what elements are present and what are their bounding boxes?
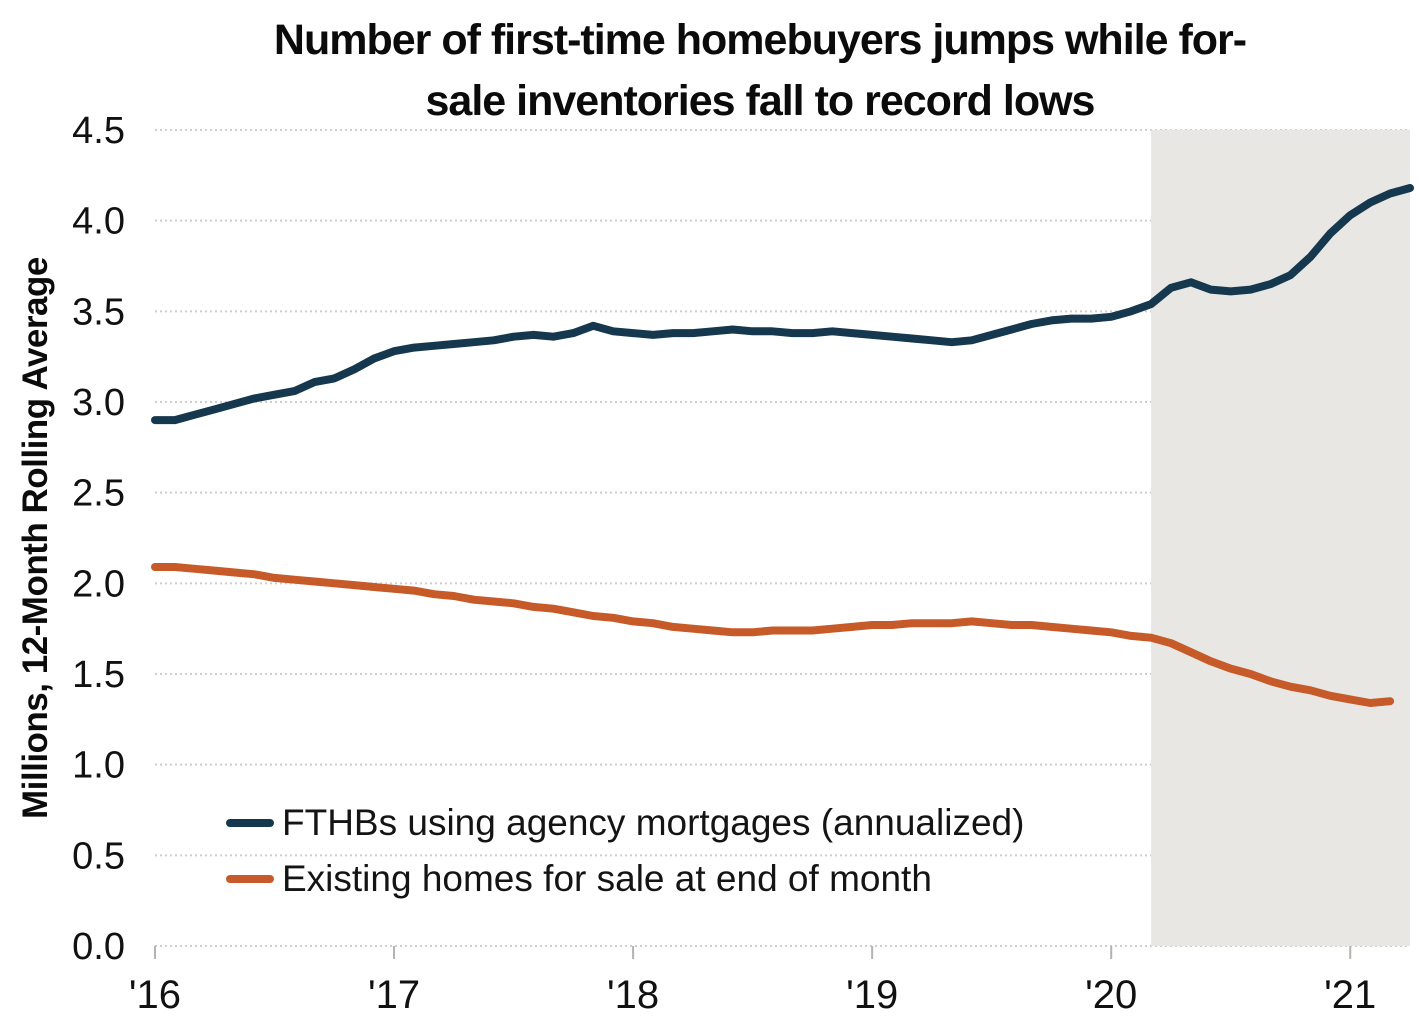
legend-swatch-existing-homes-line (226, 875, 274, 883)
x-tick-label: '17 (368, 973, 420, 1017)
y-tick-label: 1.5 (72, 654, 125, 696)
x-tick-label: '18 (607, 973, 659, 1017)
x-tick-label: '20 (1085, 973, 1137, 1017)
legend-swatch-fthb-line (226, 819, 274, 827)
series-line-0 (151, 184, 1414, 425)
y-tick-label: 4.0 (72, 201, 125, 243)
y-tick-label: 3.0 (72, 382, 125, 424)
legend-row-existing-homes: Existing homes for sale at end of month (226, 858, 1024, 900)
y-tick-label: 0.5 (72, 835, 125, 877)
legend-row-fthb: FTHBs using agency mortgages (annualized… (226, 802, 1024, 844)
x-tick-label: '21 (1324, 973, 1376, 1017)
y-tick-label: 0.0 (72, 926, 125, 968)
y-tick-label: 1.0 (72, 745, 125, 787)
legend: FTHBs using agency mortgages (annualized… (226, 802, 1024, 900)
y-tick-label: 2.5 (72, 473, 125, 515)
x-tick-label: '19 (846, 973, 898, 1017)
recession-band (1151, 130, 1410, 946)
y-tick-label: 3.5 (72, 291, 125, 333)
chart-title-line2: sale inventories fall to record lows (425, 77, 1096, 125)
chart-title: Number of first-time homebuyers jumps wh… (140, 10, 1380, 132)
y-tick-label: 4.5 (72, 110, 125, 152)
legend-label-fthb: FTHBs using agency mortgages (annualized… (282, 802, 1025, 843)
x-tick-label: '16 (129, 973, 181, 1017)
chart-title-line1: Number of first-time homebuyers jumps wh… (273, 16, 1247, 64)
y-tick-label: 2.0 (72, 563, 125, 605)
series-line-1 (151, 563, 1395, 707)
legend-label-existing-homes: Existing homes for sale at end of month (282, 858, 932, 899)
